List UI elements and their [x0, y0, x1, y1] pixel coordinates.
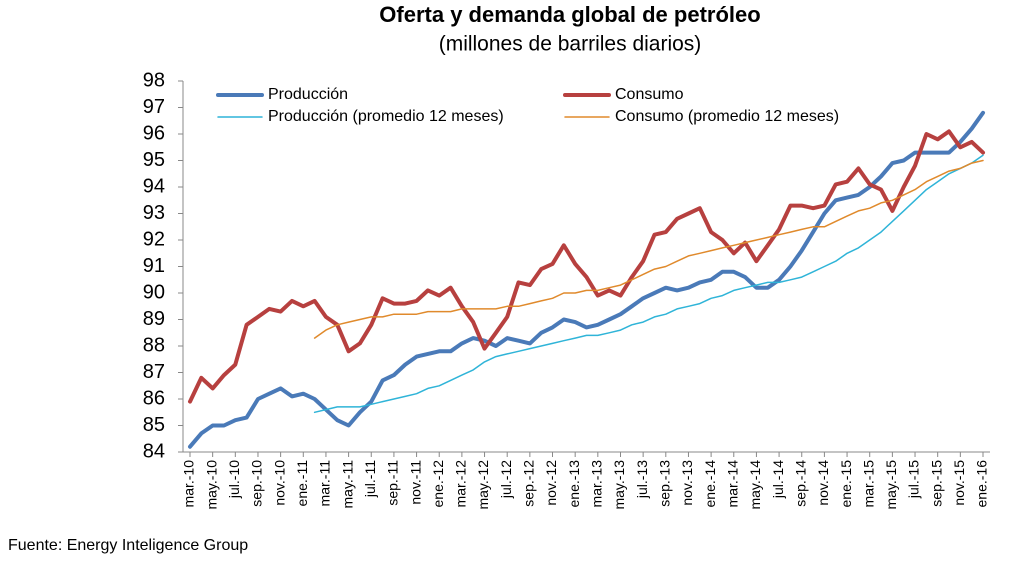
x-tick-label: mar.-10 — [181, 460, 197, 508]
x-tick-label: jul.-14 — [770, 460, 786, 499]
x-tick-label: nov.-14 — [815, 460, 831, 506]
x-tick-label: mar.-15 — [860, 460, 876, 508]
x-tick-label: jul.-15 — [906, 460, 922, 499]
x-tick-label: sep.-11 — [385, 460, 401, 506]
x-tick-label: nov.-10 — [271, 460, 287, 506]
y-tick-label: 85 — [143, 414, 165, 436]
series-line — [188, 129, 985, 404]
y-tick-label: 91 — [143, 255, 165, 277]
x-tick-label: jul.-11 — [362, 460, 378, 498]
x-tick-label: jul.-12 — [498, 460, 514, 499]
y-tick-label: 95 — [143, 149, 165, 171]
y-tick-label: 94 — [143, 175, 165, 197]
x-tick-label: mar.-11 — [317, 460, 333, 507]
x-tick-label: ene.-12 — [430, 460, 446, 508]
y-tick-label: 93 — [143, 202, 165, 224]
x-tick-label: may.-12 — [475, 460, 491, 510]
legend-label: Consumo (promedio 12 meses) — [615, 108, 839, 125]
x-tick-label: sep.-14 — [792, 460, 808, 507]
x-tick-label: ene.-11 — [294, 460, 310, 507]
legend-label: Producción (promedio 12 meses) — [268, 108, 504, 125]
chart-title: Oferta y demanda global de petróleo — [379, 2, 760, 27]
x-tick-label: sep.-12 — [521, 460, 537, 507]
y-tick-label: 97 — [143, 96, 165, 118]
x-tick-label: may.-10 — [203, 460, 219, 510]
y-tick-label: 92 — [143, 228, 165, 250]
x-tick-label: may.-15 — [883, 460, 899, 510]
y-tick-label: 86 — [143, 387, 165, 409]
x-tick-label: nov.-11 — [407, 460, 423, 505]
x-tick-label: ene.-14 — [702, 460, 718, 508]
y-tick-label: 84 — [143, 440, 165, 462]
legend-label: Consumo — [615, 86, 684, 103]
y-tick-label: 90 — [143, 281, 165, 303]
source-note: Fuente: Energy Inteligence Group — [8, 537, 248, 554]
chart-subtitle: (millones de barriles diarios) — [439, 33, 702, 56]
y-tick-label: 89 — [143, 308, 165, 330]
y-tick-label: 88 — [143, 334, 165, 356]
x-tick-label: nov.-12 — [543, 460, 559, 506]
x-tick-label: mar.-14 — [724, 460, 740, 508]
series-line — [313, 159, 984, 339]
x-tick-label: jul.-10 — [226, 460, 242, 499]
y-tick-label: 96 — [143, 122, 165, 144]
x-tick-label: ene.-13 — [566, 460, 582, 508]
x-tick-label: nov.-15 — [951, 460, 967, 506]
x-tick-label: mar.-12 — [453, 460, 469, 508]
x-tick-label: sep.-15 — [928, 460, 944, 507]
x-tick-label: may.-13 — [611, 460, 627, 510]
x-tick-label: nov.-13 — [679, 460, 695, 506]
x-tick-label: sep.-10 — [249, 460, 265, 507]
y-tick-label: 87 — [143, 361, 165, 383]
x-tick-label: may.-14 — [747, 460, 763, 510]
x-tick-label: ene.-16 — [974, 460, 990, 508]
series-line — [313, 154, 984, 414]
series-line — [188, 110, 985, 449]
y-tick-label: 98 — [143, 69, 165, 91]
x-tick-label: sep.-13 — [657, 460, 673, 507]
x-tick-label: jul.-13 — [634, 460, 650, 499]
legend-label: Producción — [268, 86, 348, 103]
x-tick-label: may.-11 — [339, 460, 355, 509]
x-tick-label: ene.-15 — [838, 460, 854, 508]
x-tick-label: mar.-13 — [589, 460, 605, 508]
